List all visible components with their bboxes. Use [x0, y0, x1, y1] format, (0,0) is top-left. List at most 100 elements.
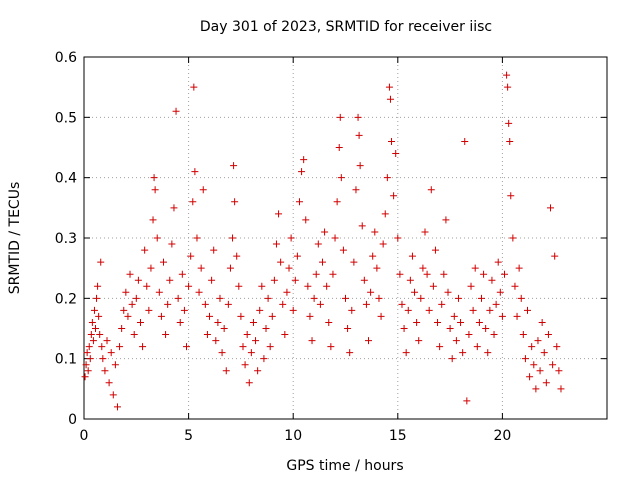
data-point: [515, 264, 523, 272]
y-tick-label: 0.5: [55, 110, 77, 126]
data-point: [84, 367, 92, 375]
data-point: [166, 276, 174, 284]
data-point: [419, 264, 427, 272]
data-point: [243, 331, 251, 339]
data-point: [150, 174, 158, 182]
data-point: [304, 282, 312, 290]
data-point: [429, 282, 437, 290]
data-point: [532, 385, 540, 393]
data-point: [452, 337, 460, 345]
data-point: [457, 318, 465, 326]
data-point: [233, 252, 241, 260]
data-point: [350, 258, 358, 266]
data-point: [371, 228, 379, 236]
data-point: [362, 300, 370, 308]
data-point: [208, 276, 216, 284]
data-point: [93, 294, 101, 302]
data-point: [526, 373, 534, 381]
data-point: [379, 240, 387, 248]
data-point: [168, 240, 176, 248]
y-tick-label: 0: [68, 412, 77, 428]
data-point: [260, 355, 268, 363]
data-point: [279, 300, 287, 308]
data-point: [434, 318, 442, 326]
data-point: [222, 367, 230, 375]
data-point: [488, 276, 496, 284]
y-axis-label: SRMTID / TECUs: [7, 182, 23, 295]
data-point: [312, 270, 320, 278]
data-point: [388, 137, 396, 145]
data-point: [90, 306, 98, 314]
data-point: [220, 325, 228, 332]
data-point: [281, 331, 289, 339]
axis-ticks: 0 0.1 0.2 0.3 0.4 0.5 0.6 0 5 10 15 20: [55, 50, 607, 444]
data-point: [358, 222, 366, 230]
data-point: [327, 343, 335, 351]
data-point: [111, 361, 119, 369]
data-point: [404, 306, 412, 314]
data-point: [283, 288, 291, 296]
data-point: [216, 294, 224, 302]
data-point: [354, 113, 362, 121]
data-point: [164, 300, 172, 308]
data-point: [191, 168, 199, 176]
y-tick-label: 0.4: [55, 171, 77, 187]
data-point: [239, 343, 247, 351]
data-point: [323, 282, 331, 290]
data-point: [254, 367, 262, 375]
data-point: [226, 264, 234, 272]
data-point: [94, 282, 102, 290]
data-point: [190, 83, 198, 91]
data-point: [369, 252, 377, 260]
data-point: [321, 228, 329, 236]
data-point: [132, 294, 140, 302]
x-tick-label: 15: [389, 428, 407, 444]
data-point: [295, 198, 303, 206]
data-point: [105, 379, 113, 387]
data-point: [331, 234, 339, 242]
data-point: [97, 258, 105, 266]
data-point: [180, 306, 188, 314]
data-point: [377, 312, 385, 320]
data-point: [542, 379, 550, 387]
data-point: [396, 270, 404, 278]
data-point: [174, 294, 182, 302]
data-point: [151, 186, 159, 194]
data-point: [475, 318, 483, 326]
data-point: [241, 361, 249, 369]
data-point: [258, 282, 266, 290]
data-point: [335, 144, 343, 151]
data-point: [155, 288, 163, 296]
chart-title: Day 301 of 2023, SRMTID for receiver iis…: [200, 19, 492, 35]
data-point: [504, 83, 512, 91]
y-tick-label: 0.3: [55, 231, 77, 247]
data-point: [431, 246, 439, 254]
data-point: [444, 288, 452, 296]
data-point: [417, 294, 425, 302]
data-point: [365, 337, 373, 345]
data-point: [333, 198, 341, 206]
data-point: [547, 204, 555, 212]
data-point: [293, 252, 301, 260]
data-point: [538, 318, 546, 326]
data-point: [427, 186, 435, 194]
data-point: [95, 312, 103, 320]
data-point: [352, 186, 360, 194]
data-point: [83, 349, 91, 357]
data-point: [82, 361, 90, 369]
data-point: [375, 294, 383, 302]
data-point: [120, 306, 128, 314]
data-point: [394, 234, 402, 242]
data-point: [116, 343, 124, 351]
data-point: [553, 343, 561, 351]
data-point: [122, 288, 130, 296]
data-point: [496, 288, 504, 296]
data-point: [440, 270, 448, 278]
data-point: [316, 300, 324, 308]
data-point: [298, 168, 306, 176]
data-point: [285, 264, 293, 272]
data-point: [96, 331, 104, 339]
data-point: [517, 294, 525, 302]
data-point: [109, 391, 117, 399]
data-point: [103, 337, 111, 345]
